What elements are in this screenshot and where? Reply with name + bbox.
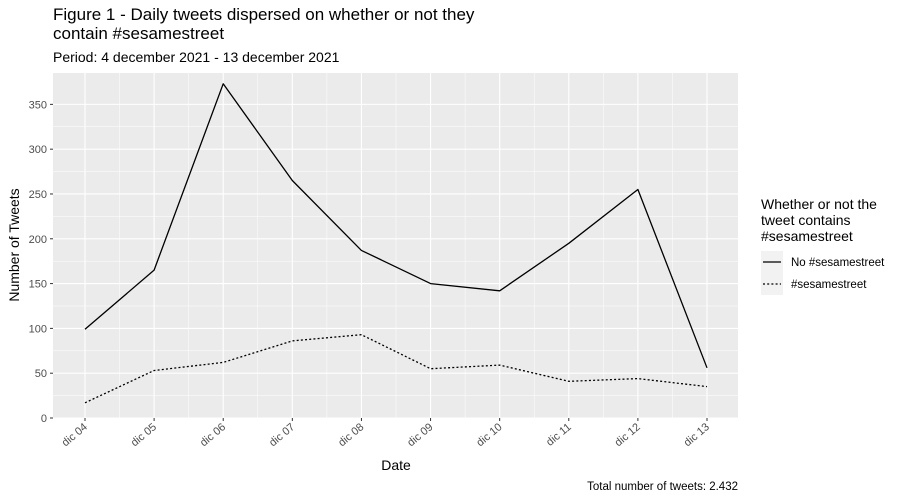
series-layer	[84, 82, 709, 404]
data-point	[360, 249, 363, 252]
x-tick-label: dic 10	[474, 421, 504, 449]
y-tick-label: 300	[29, 144, 47, 156]
legend-items: No #sesamestreet #sesamestreet	[761, 251, 885, 295]
legend-title-line-1: Whether or not the	[761, 196, 877, 212]
grid-layer	[53, 73, 738, 419]
y-tick-label: 100	[29, 323, 47, 335]
y-tick-label: 350	[29, 99, 47, 111]
legend-title-line-2: tweet contains	[761, 212, 851, 228]
data-point	[636, 188, 639, 191]
x-tick-label: dic 09	[405, 421, 435, 449]
data-point	[153, 269, 156, 272]
data-point	[291, 179, 294, 182]
data-point	[429, 367, 432, 370]
y-tick-label: 0	[41, 413, 47, 425]
data-point	[567, 242, 570, 245]
data-point	[706, 385, 709, 388]
legend-title-line-3: #sesamestreet	[761, 228, 853, 244]
chart-caption: Total number of tweets: 2.432	[587, 481, 738, 493]
data-point	[153, 369, 156, 372]
x-tick-label: dic 07	[267, 421, 297, 449]
data-point	[84, 401, 87, 404]
x-tick-label: dic 06	[198, 421, 228, 449]
y-tick-label: 200	[29, 234, 47, 246]
legend-label: No #sesamestreet	[791, 257, 885, 269]
data-point	[291, 339, 294, 342]
data-point	[498, 364, 501, 367]
x-tick-label: dic 11	[544, 421, 574, 449]
chart-title-line-2: contain #sesamestreet	[53, 24, 224, 43]
y-tick-label: 50	[35, 368, 47, 380]
legend-label: #sesamestreet	[791, 279, 867, 291]
plot-panel	[53, 73, 738, 418]
y-axis-title: Number of Tweets	[6, 188, 22, 301]
data-point	[429, 282, 432, 285]
data-point	[498, 289, 501, 292]
data-point	[360, 333, 363, 336]
x-tick-label: dic 05	[129, 421, 159, 449]
data-point	[84, 328, 87, 331]
legend: Whether or not the tweet contains #sesam…	[761, 196, 885, 295]
x-tick-label: dic 08	[336, 421, 366, 449]
data-point	[222, 361, 225, 364]
y-tick-label: 150	[29, 279, 47, 291]
data-point	[567, 380, 570, 383]
x-tick-label: dic 04	[60, 421, 90, 449]
data-point	[706, 366, 709, 369]
chart-title-line-1: Figure 1 - Daily tweets dispersed on whe…	[53, 5, 475, 24]
series-line-solid	[84, 83, 708, 369]
x-axis-title: Date	[381, 457, 411, 473]
chart-subtitle: Period: 4 december 2021 - 13 december 20…	[53, 49, 340, 65]
data-point	[222, 82, 225, 85]
y-tick-label: 250	[29, 189, 47, 201]
x-tick-label: dic 12	[613, 421, 643, 449]
data-point	[636, 377, 639, 380]
x-tick-label: dic 13	[682, 421, 712, 449]
series-line-dotted	[84, 334, 708, 404]
